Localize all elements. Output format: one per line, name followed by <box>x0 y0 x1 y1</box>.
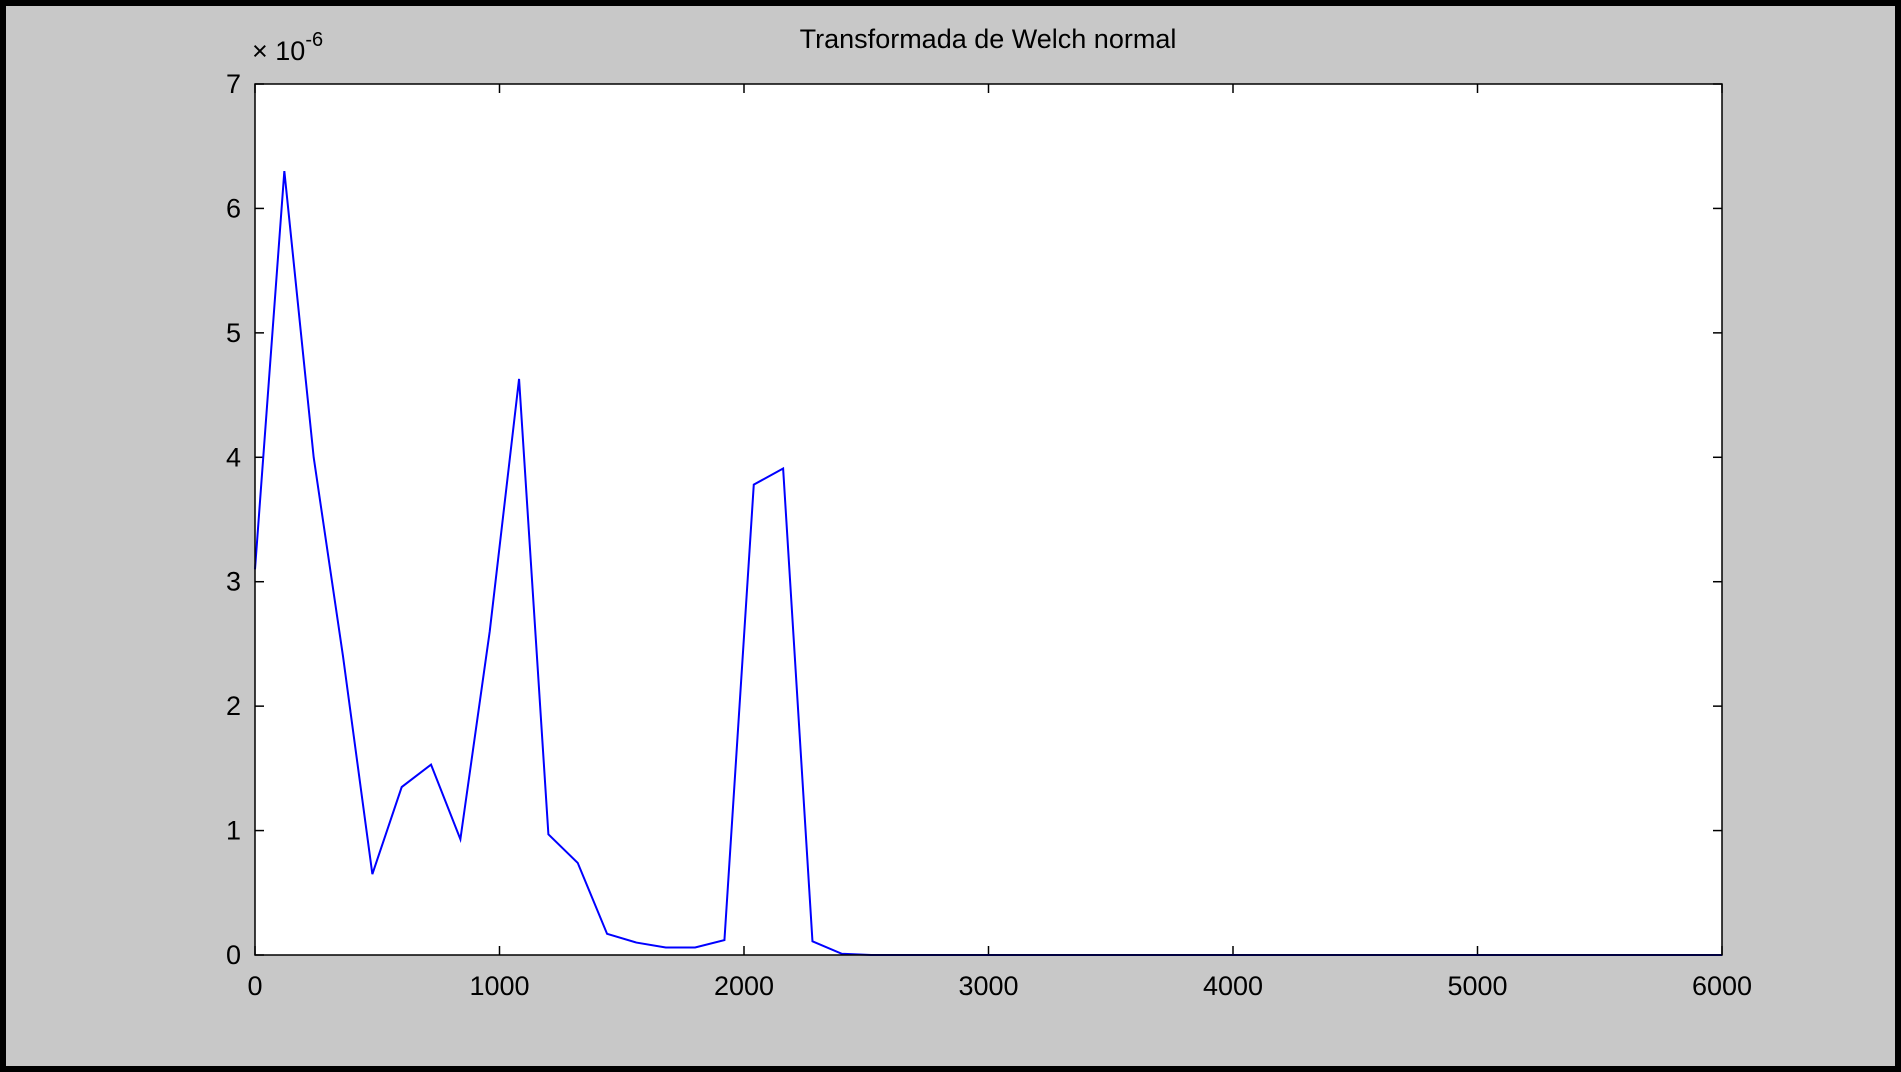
y-tick-label: 2 <box>226 691 241 721</box>
y-tick-label: 7 <box>226 69 241 99</box>
y-tick-label: 3 <box>226 567 241 597</box>
x-tick-label: 4000 <box>1203 971 1263 1001</box>
x-tick-label: 2000 <box>714 971 774 1001</box>
y-tick-label: 1 <box>226 816 241 846</box>
plot-area <box>255 84 1722 955</box>
y-tick-label: 0 <box>226 940 241 970</box>
x-tick-label: 3000 <box>958 971 1018 1001</box>
y-multiplier-base: × 10 <box>252 36 305 66</box>
y-tick-label: 5 <box>226 318 241 348</box>
y-tick-label: 4 <box>226 442 241 472</box>
x-tick-label: 5000 <box>1447 971 1507 1001</box>
plot-frame <box>254 83 1723 956</box>
x-tick-label: 1000 <box>469 971 529 1001</box>
y-multiplier: × 10-6 <box>252 29 323 66</box>
data-line <box>254 170 1722 956</box>
y-multiplier-exponent: -6 <box>305 29 323 51</box>
y-tick-label: 6 <box>226 193 241 223</box>
x-tick-label: 6000 <box>1692 971 1752 1001</box>
chart-title: Transformada de Welch normal <box>800 24 1177 54</box>
x-tick-label: 0 <box>247 971 262 1001</box>
